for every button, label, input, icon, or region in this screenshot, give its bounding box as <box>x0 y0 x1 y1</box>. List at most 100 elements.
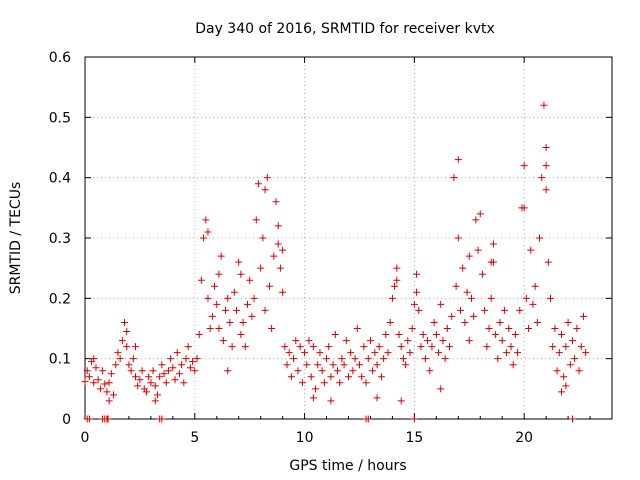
data-point <box>182 355 190 363</box>
data-point <box>522 294 530 302</box>
data-point <box>118 337 126 345</box>
data-point <box>568 337 576 345</box>
data-point <box>274 240 282 248</box>
data-point <box>103 388 111 396</box>
data-point <box>402 361 410 369</box>
data-point <box>186 364 194 372</box>
data-point <box>399 355 407 363</box>
data-point <box>533 318 541 326</box>
data-point <box>175 370 183 378</box>
data-point <box>481 306 489 314</box>
y-tick-label: 0.1 <box>49 352 71 368</box>
data-point <box>382 331 390 339</box>
data-point <box>226 318 234 326</box>
data-point <box>206 325 214 332</box>
data-point <box>334 367 342 375</box>
data-point <box>465 252 473 260</box>
baseline-point <box>85 415 93 423</box>
data-point <box>520 162 528 170</box>
grid-lines <box>85 57 612 419</box>
data-point <box>129 355 137 363</box>
data-point <box>320 379 328 387</box>
data-point <box>224 367 232 375</box>
data-point <box>483 343 491 351</box>
data-point <box>279 288 287 296</box>
data-point <box>318 367 326 375</box>
data-point <box>564 318 572 326</box>
data-point <box>384 349 392 357</box>
data-point <box>446 343 454 351</box>
y-tick-label: 0 <box>62 412 71 428</box>
data-point <box>487 258 495 266</box>
data-point <box>215 270 223 278</box>
data-point <box>355 361 363 369</box>
baseline-point <box>104 415 112 423</box>
data-point <box>268 325 276 332</box>
data-point <box>254 180 262 188</box>
data-point <box>105 397 113 405</box>
data-point <box>373 394 381 402</box>
data-point <box>448 312 456 320</box>
data-point <box>153 391 161 399</box>
data-point <box>160 370 168 378</box>
data-point <box>397 343 405 351</box>
data-point <box>290 355 298 363</box>
data-point <box>430 318 438 326</box>
data-point <box>237 331 245 339</box>
data-point <box>424 337 432 345</box>
data-point <box>193 355 201 363</box>
data-point <box>547 294 555 302</box>
data-point <box>358 373 366 381</box>
data-point <box>542 162 550 170</box>
data-point <box>511 331 519 339</box>
data-point <box>514 349 522 357</box>
data-point <box>312 385 320 393</box>
data-point <box>314 361 322 369</box>
data-point <box>413 270 421 278</box>
data-point <box>437 385 445 393</box>
data-point <box>112 361 120 369</box>
data-point <box>90 355 98 363</box>
data-point <box>327 373 335 381</box>
data-point <box>474 246 482 254</box>
data-points <box>81 101 590 423</box>
data-point <box>555 349 563 357</box>
y-tick-label: 0.2 <box>49 291 71 307</box>
data-point <box>531 282 539 290</box>
x-tick-label: 15 <box>405 430 423 446</box>
data-point <box>81 378 89 386</box>
data-point <box>107 370 115 378</box>
data-point <box>96 385 104 393</box>
data-point <box>101 380 109 388</box>
data-point <box>476 210 484 218</box>
data-point <box>454 156 462 164</box>
data-point <box>233 306 241 314</box>
data-point <box>173 349 181 357</box>
data-point <box>252 216 260 224</box>
data-point <box>178 361 186 369</box>
data-point <box>116 355 124 363</box>
data-point <box>217 252 225 260</box>
data-point <box>147 379 155 387</box>
data-point <box>105 379 113 387</box>
data-point <box>263 174 271 182</box>
data-point <box>156 373 164 381</box>
data-point <box>573 325 581 332</box>
data-point <box>279 246 287 254</box>
x-tick-label: 5 <box>190 430 199 446</box>
data-point <box>257 264 265 272</box>
data-point <box>467 294 475 302</box>
data-point <box>270 252 278 260</box>
data-point <box>461 318 469 326</box>
data-point <box>386 318 394 326</box>
data-point <box>582 349 590 357</box>
data-point <box>478 270 486 278</box>
x-axis-label: GPS time / hours <box>289 458 406 474</box>
data-point <box>485 325 493 332</box>
y-tick-label: 0.4 <box>49 171 71 187</box>
data-point <box>224 294 232 302</box>
data-point <box>406 349 414 357</box>
data-point <box>503 349 511 357</box>
data-point <box>375 343 383 351</box>
